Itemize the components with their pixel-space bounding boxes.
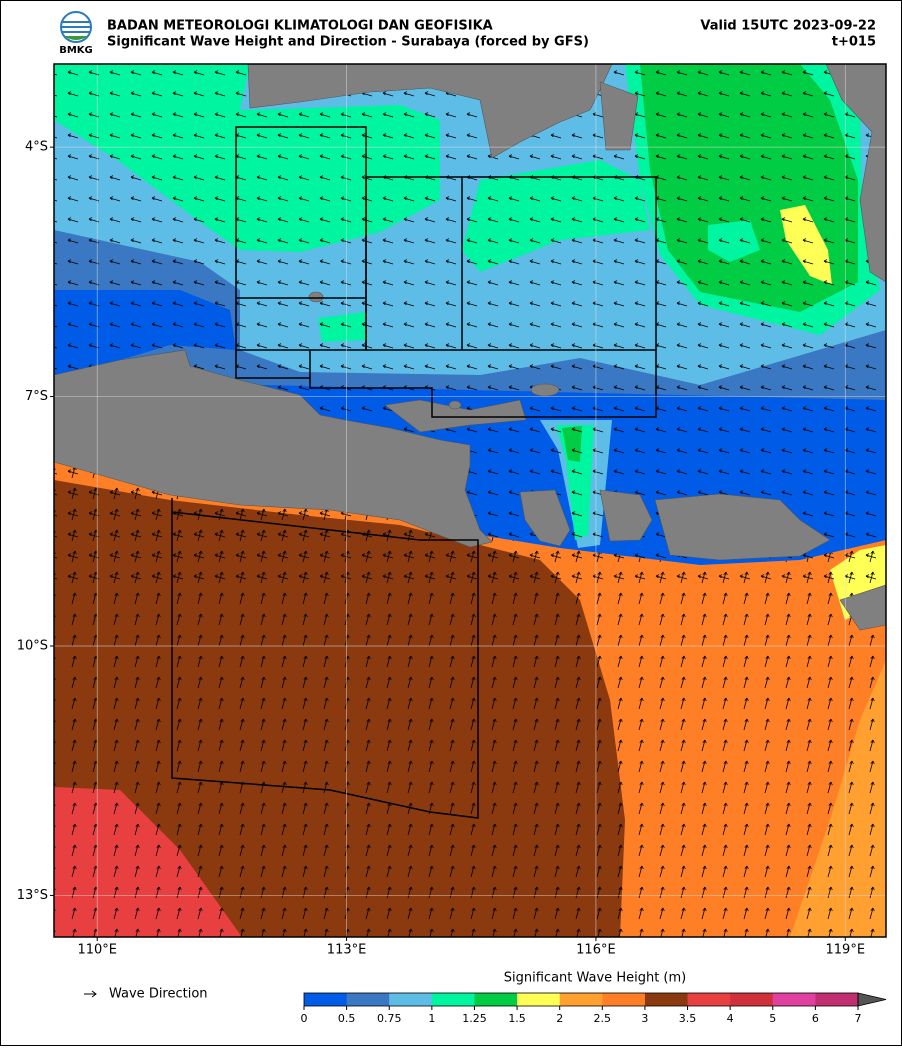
- colorbar-bin: [815, 993, 859, 1006]
- colorbar-bin: [687, 993, 731, 1006]
- colorbar-tick-label: 3.5: [679, 1012, 697, 1025]
- logo-text: BMKG: [59, 45, 93, 56]
- lead-time: t+015: [832, 35, 876, 50]
- direction-legend: Wave Direction: [84, 987, 208, 1002]
- colorbar-tick-label: 1.25: [462, 1012, 487, 1025]
- y-tick-label: 7°S: [25, 389, 48, 404]
- colorbar-tick-label: 0.5: [338, 1012, 356, 1025]
- colorbar-bin: [772, 993, 816, 1006]
- colorbar-bin: [730, 993, 774, 1006]
- wave-arrows: [54, 460, 886, 937]
- colorbar-bin: [602, 993, 646, 1006]
- colorbar-tick-label: 2.5: [594, 1012, 612, 1025]
- colorbar-bin: [644, 993, 689, 1006]
- colorbar-bin: [431, 993, 475, 1006]
- y-tick-label: 13°S: [17, 888, 48, 903]
- colorbar-tick-label: 3: [641, 1012, 648, 1025]
- colorbar-tick-label: 1.5: [508, 1012, 526, 1025]
- x-tick-label: 119°E: [826, 943, 866, 958]
- agency: BADAN METEOROLOGI KLIMATOLOGI DAN GEOFIS…: [107, 19, 493, 34]
- colorbar: 0 0.5 0.75 1 1.25 1.5 2 2.5 3 3.5 4 5 6 7: [301, 992, 887, 1025]
- grid: [54, 64, 886, 937]
- colorbar-bin: [346, 993, 390, 1006]
- colorbar-bin: [474, 993, 518, 1006]
- colorbar-tick-label: 4: [727, 1012, 734, 1025]
- colorbar-tick-label: 7: [855, 1012, 862, 1025]
- colorbar-frame: [303, 992, 859, 1007]
- colorbar-tick-label: 6: [812, 1012, 819, 1025]
- title: Significant Wave Height and Direction - …: [107, 35, 589, 50]
- colorbar-bin: [389, 993, 433, 1006]
- legend-label: Wave Direction: [109, 987, 208, 1002]
- valid-time: Valid 15UTC 2023-09-22: [700, 19, 876, 34]
- colorbar-tick-label: 0: [301, 1012, 308, 1025]
- colorbar-bin: [517, 993, 561, 1006]
- colorbar-bin: [304, 993, 348, 1006]
- y-tick-label: 10°S: [17, 639, 48, 654]
- colorbar-tick-label: 5: [769, 1012, 776, 1025]
- x-tick-label: 116°E: [576, 943, 616, 958]
- colorbar-tick-label: 2: [556, 1012, 563, 1025]
- map-frame: [53, 63, 887, 938]
- colorbar-tick-label: 1: [428, 1012, 435, 1025]
- colorbar-bin: [559, 993, 603, 1006]
- y-tick-label: 4°S: [25, 140, 48, 155]
- map: [54, 64, 886, 937]
- x-tick-label: 113°E: [327, 943, 367, 958]
- forecast-area: [171, 126, 657, 819]
- land: [54, 64, 886, 631]
- colorbar-title: Significant Wave Height (m): [504, 971, 686, 986]
- colorbar-tick-label: 0.75: [377, 1012, 402, 1025]
- x-tick-label: 110°E: [77, 943, 117, 958]
- logo: BMKG: [59, 11, 93, 56]
